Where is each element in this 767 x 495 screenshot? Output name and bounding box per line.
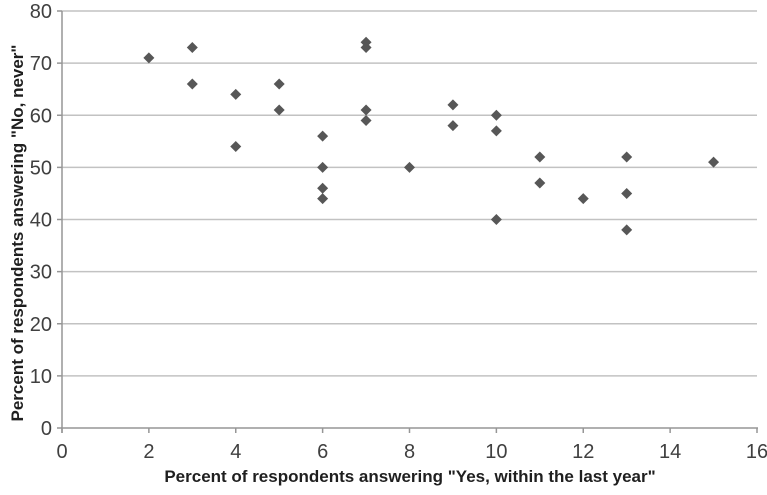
y-tick-label: 30: [30, 262, 52, 284]
y-tick-label: 40: [30, 210, 52, 232]
data-point: [143, 52, 155, 64]
data-point: [360, 114, 372, 126]
data-point: [317, 161, 329, 173]
data-point: [273, 78, 285, 90]
x-tick-label: 0: [56, 441, 67, 463]
data-point: [708, 156, 720, 168]
data-point: [360, 104, 372, 116]
data-point: [534, 177, 546, 189]
data-point: [186, 78, 198, 90]
data-point: [360, 41, 372, 53]
y-tick-label: 80: [30, 1, 52, 23]
x-tick-label: 10: [485, 441, 507, 463]
data-point: [317, 130, 329, 142]
data-point: [621, 151, 633, 163]
x-tick-label: 16: [746, 441, 767, 463]
x-tick-label: 6: [317, 441, 328, 463]
x-tick-label: 12: [572, 441, 594, 463]
y-axis-title: Percent of respondents answering "No, ne…: [8, 44, 27, 422]
data-point: [447, 120, 459, 132]
y-tick-label: 20: [30, 314, 52, 336]
data-point: [621, 224, 633, 236]
data-point: [534, 151, 546, 163]
data-point: [490, 125, 502, 137]
data-point: [447, 99, 459, 111]
x-tick-label: 14: [659, 441, 681, 463]
data-point: [317, 193, 329, 205]
y-tick-label: 60: [30, 105, 52, 127]
x-tick-label: 8: [404, 441, 415, 463]
data-point: [404, 161, 415, 173]
data-point: [317, 182, 329, 194]
y-tick-label: 70: [30, 53, 52, 75]
data-point: [273, 104, 285, 116]
data-point: [490, 109, 502, 121]
y-tick-label: 50: [30, 157, 52, 179]
x-tick-label: 4: [230, 441, 241, 463]
data-point: [490, 214, 502, 225]
y-tick-label: 0: [41, 418, 52, 440]
data-point: [621, 187, 633, 199]
data-point: [577, 193, 589, 205]
x-tick-label: 2: [143, 441, 154, 463]
data-point: [230, 141, 242, 153]
y-tick-label: 10: [30, 366, 52, 388]
data-point: [230, 88, 242, 100]
x-axis-title: Percent of respondents answering "Yes, w…: [164, 467, 656, 486]
data-point: [186, 41, 198, 53]
